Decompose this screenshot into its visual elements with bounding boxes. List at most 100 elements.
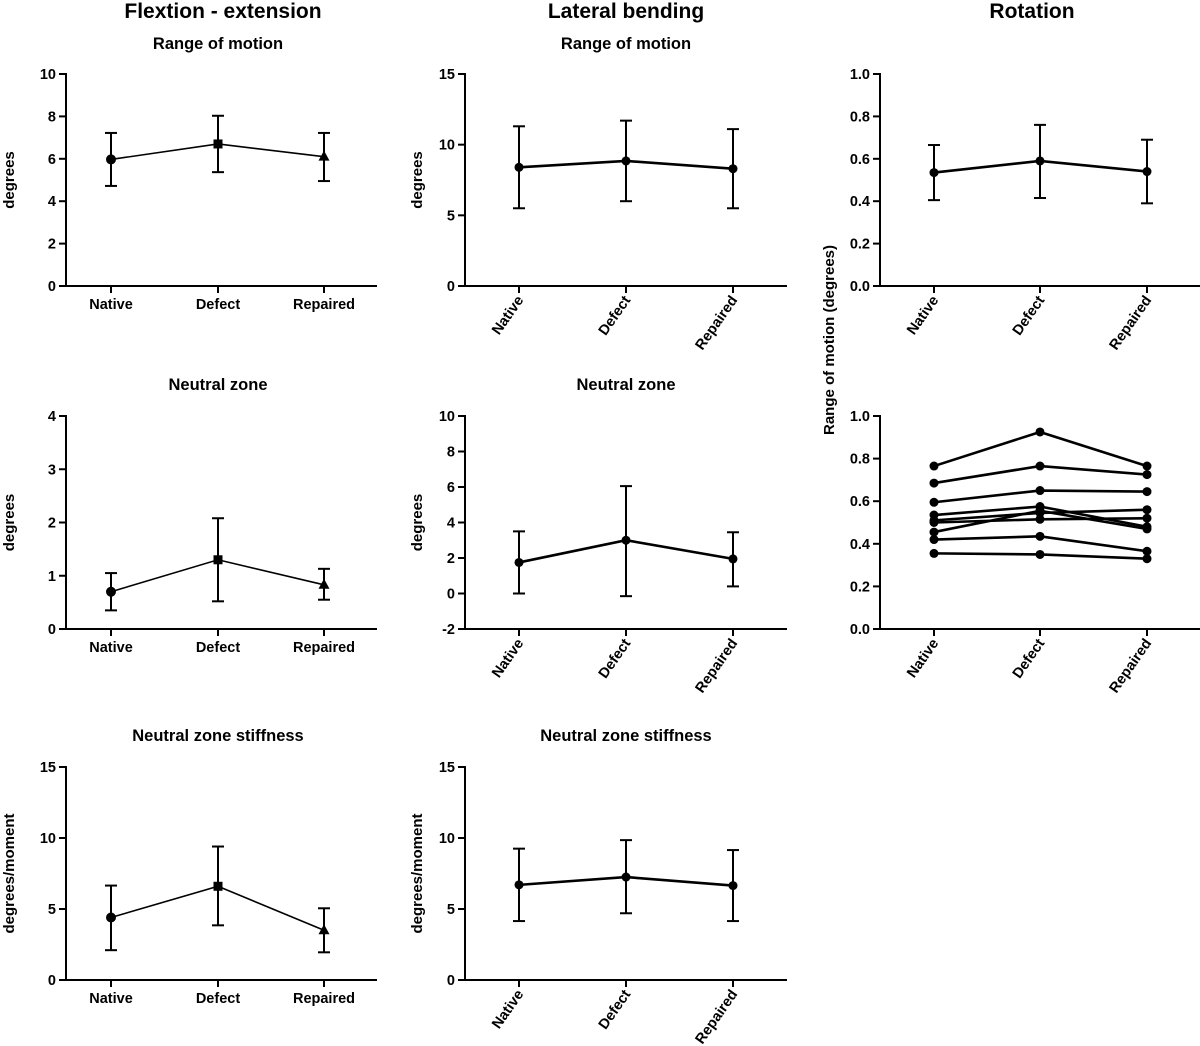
data-point <box>1035 514 1045 524</box>
data-point <box>621 872 631 882</box>
data-point <box>929 527 939 537</box>
y-tick-label: 0.6 <box>850 152 870 168</box>
x-tick-label: Repaired <box>693 987 742 1046</box>
x-tick-label: Native <box>904 293 942 338</box>
data-point <box>1142 487 1152 497</box>
data-point <box>318 924 330 935</box>
y-tick-label: 4 <box>447 516 455 532</box>
rotation-shared-ylabel: Range of motion (degrees) <box>821 245 838 435</box>
chart-lb-rom: Range of motion degrees 0 5 10 15 Native Defect… <box>409 35 787 353</box>
y-axis-label: degrees <box>1 494 18 552</box>
data-point <box>929 497 939 507</box>
y-tick-label: 8 <box>48 109 56 125</box>
y-tick-label: 6 <box>447 480 455 496</box>
data-point <box>1035 531 1045 541</box>
y-tick-label: 15 <box>439 760 455 776</box>
data-point <box>728 164 738 174</box>
y-tick-label: 1.0 <box>850 67 870 83</box>
y-tick-label: 2 <box>48 516 56 532</box>
y-tick-label: 5 <box>447 902 455 918</box>
y-tick-label: 6 <box>48 152 56 168</box>
x-tick-label: Repaired <box>693 293 742 353</box>
y-tick-label: -2 <box>442 622 455 638</box>
y-tick-label: 5 <box>48 902 56 918</box>
y-tick-label: 4 <box>48 409 56 425</box>
column-title-flexion: Flextion - extension <box>124 0 321 23</box>
chart-lb-nz: Neutral zone degrees -2 0 2 4 6 8 10 Native Defect… <box>409 376 787 696</box>
y-tick-label: 10 <box>439 409 455 425</box>
chart-rot-rom: 0.0 0.2 0.4 0.6 0.8 1.0 Native Defect Repaired <box>850 67 1200 353</box>
y-tick-label: 0.0 <box>850 279 870 295</box>
chart-fe-rom: Range of motion degrees 0 2 4 6 8 10 Native Defec… <box>1 35 377 313</box>
x-tick-label: Native <box>89 991 133 1007</box>
data-point <box>1142 167 1152 177</box>
data-point <box>213 139 223 149</box>
data-point <box>106 586 116 597</box>
y-tick-label: 1 <box>48 569 56 585</box>
data-point <box>318 150 330 161</box>
panel-title: Range of motion <box>561 35 691 53</box>
y-tick-label: 3 <box>48 462 56 478</box>
x-tick-label: Defect <box>596 636 635 682</box>
data-point <box>1142 461 1152 471</box>
panel-title: Range of motion <box>153 35 283 53</box>
y-axis-label: degrees <box>1 151 18 209</box>
data-point <box>318 578 330 589</box>
data-point <box>1035 486 1045 496</box>
y-tick-label: 0.2 <box>850 237 870 253</box>
panel-title: Neutral zone <box>576 376 675 394</box>
data-point <box>1142 554 1152 564</box>
data-point <box>1142 546 1152 556</box>
y-tick-label: 10 <box>439 138 455 154</box>
series-line <box>933 430 1148 468</box>
y-tick-label: 0.8 <box>850 109 870 125</box>
data-point <box>728 554 738 564</box>
y-tick-label: 0.8 <box>850 452 870 468</box>
data-point <box>621 535 631 545</box>
data-point <box>1035 461 1045 471</box>
data-point <box>213 555 223 565</box>
panel-title: Neutral zone <box>168 376 267 394</box>
x-tick-label: Repaired <box>293 991 355 1007</box>
data-point <box>929 518 939 527</box>
y-tick-label: 0 <box>48 279 56 295</box>
y-tick-label: 0 <box>48 973 56 989</box>
data-point <box>514 557 524 567</box>
y-tick-label: 0.6 <box>850 494 870 510</box>
panel-title: Neutral zone stiffness <box>540 727 711 745</box>
data-point <box>621 156 631 166</box>
y-tick-label: 0 <box>48 622 56 638</box>
x-tick-label: Defect <box>196 640 240 656</box>
x-tick-label: Defect <box>1010 636 1049 682</box>
x-tick-label: Defect <box>596 987 635 1033</box>
y-tick-label: 15 <box>439 67 455 83</box>
data-point <box>929 168 939 178</box>
y-tick-label: 5 <box>447 208 455 224</box>
y-axis-label: degrees/moment <box>1 813 18 933</box>
y-tick-label: 15 <box>40 760 56 776</box>
y-tick-label: 0.0 <box>850 622 870 638</box>
x-tick-label: Repaired <box>1107 293 1156 353</box>
x-tick-label: Defect <box>1010 293 1049 339</box>
data-point <box>1035 156 1045 166</box>
y-tick-label: 0.4 <box>850 194 870 210</box>
data-point <box>1142 505 1152 515</box>
y-tick-label: 10 <box>40 67 56 83</box>
data-point <box>929 461 939 471</box>
x-tick-label: Native <box>489 987 527 1032</box>
y-tick-label: 10 <box>439 831 455 847</box>
data-point <box>106 154 116 165</box>
y-axis-label: degrees <box>409 494 426 552</box>
y-tick-label: 4 <box>48 194 56 210</box>
data-point <box>1035 427 1045 437</box>
y-tick-label: 0 <box>447 587 455 603</box>
panel-title: Neutral zone stiffness <box>132 727 303 745</box>
data-point <box>514 162 524 172</box>
data-point <box>106 912 116 923</box>
y-tick-label: 10 <box>40 831 56 847</box>
data-point <box>929 478 939 488</box>
y-tick-label: 0.4 <box>850 537 870 553</box>
chart-lb-nzs: Neutral zone stiffness degrees/moment 0 5 10… <box>409 727 787 1046</box>
y-tick-label: 2 <box>48 237 56 253</box>
